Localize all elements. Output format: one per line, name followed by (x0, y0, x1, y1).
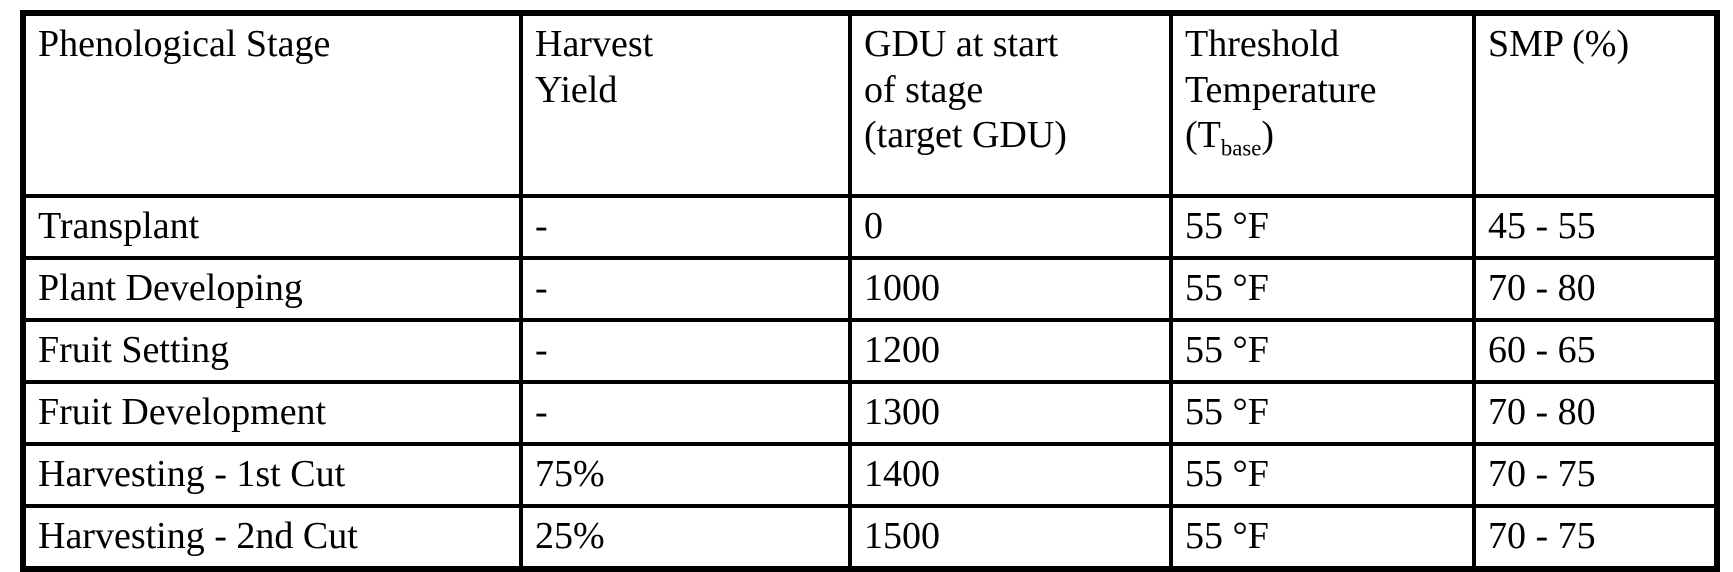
cell-gdu: 1400 (848, 442, 1173, 508)
cell-gdu: 1300 (848, 380, 1173, 446)
cell-threshold-temp: 55 °F (1169, 504, 1476, 571)
header-gdu-at-start: GDU at start of stage (target GDU) (848, 11, 1173, 198)
header-line: Yield (535, 68, 618, 111)
header-line: of stage (864, 68, 984, 111)
cell-harvest-yield: - (519, 194, 852, 260)
cell-gdu: 0 (848, 194, 1173, 260)
formula-post: ) (1261, 114, 1275, 157)
table-row: Fruit Setting - 1200 55 °F 60 - 65 (21, 318, 1719, 384)
cell-smp: 70 - 75 (1472, 442, 1719, 508)
header-line: Temperature (1185, 68, 1377, 111)
table-row: Transplant - 0 55 °F 45 - 55 (21, 194, 1719, 260)
header-line: Threshold (1185, 23, 1340, 65)
cell-harvest-yield: 75% (519, 442, 852, 508)
table-header-row: Phenological Stage Harvest Yield GDU at … (21, 11, 1719, 198)
cell-gdu: 1500 (848, 504, 1173, 571)
header-line: Harvest (535, 23, 654, 65)
cell-threshold-temp: 55 °F (1169, 442, 1476, 508)
cell-stage: Fruit Setting (21, 318, 523, 384)
cell-harvest-yield: - (519, 380, 852, 446)
cell-stage: Harvesting - 1st Cut (21, 442, 523, 508)
cell-stage: Fruit Development (21, 380, 523, 446)
header-line: SMP (%) (1488, 23, 1630, 65)
cell-threshold-temp: 55 °F (1169, 380, 1476, 446)
table-row: Harvesting - 1st Cut 75% 1400 55 °F 70 -… (21, 442, 1719, 508)
cell-threshold-temp: 55 °F (1169, 194, 1476, 260)
cell-gdu: 1000 (848, 256, 1173, 322)
cell-threshold-temp: 55 °F (1169, 318, 1476, 384)
cell-harvest-yield: - (519, 318, 852, 384)
formula-subscript: base (1220, 135, 1262, 161)
table-row: Harvesting - 2nd Cut 25% 1500 55 °F 70 -… (21, 504, 1719, 571)
cell-smp: 70 - 80 (1472, 256, 1719, 322)
header-phenological-stage: Phenological Stage (21, 11, 523, 198)
cell-harvest-yield: 25% (519, 504, 852, 571)
header-threshold-temperature: Threshold Temperature (Tbase) (1169, 11, 1476, 198)
cell-threshold-temp: 55 °F (1169, 256, 1476, 322)
cell-stage: Plant Developing (21, 256, 523, 322)
phenological-stage-table: Phenological Stage Harvest Yield GDU at … (20, 10, 1720, 572)
cell-gdu: 1200 (848, 318, 1173, 384)
header-harvest-yield: Harvest Yield (519, 11, 852, 198)
cell-stage: Harvesting - 2nd Cut (21, 504, 523, 571)
cell-harvest-yield: - (519, 256, 852, 322)
header-line: (target GDU) (864, 114, 1067, 157)
table-row: Plant Developing - 1000 55 °F 70 - 80 (21, 256, 1719, 322)
cell-smp: 60 - 65 (1472, 318, 1719, 384)
header-line: Phenological Stage (38, 23, 331, 65)
cell-smp: 70 - 80 (1472, 380, 1719, 446)
cell-smp: 70 - 75 (1472, 504, 1719, 571)
header-tbase-formula: (Tbase) (1185, 113, 1464, 159)
header-line: GDU at start (864, 23, 1059, 65)
formula-pre: (T (1185, 114, 1221, 157)
cell-smp: 45 - 55 (1472, 194, 1719, 260)
header-smp: SMP (%) (1472, 11, 1719, 198)
table-row: Fruit Development - 1300 55 °F 70 - 80 (21, 380, 1719, 446)
cell-stage: Transplant (21, 194, 523, 260)
